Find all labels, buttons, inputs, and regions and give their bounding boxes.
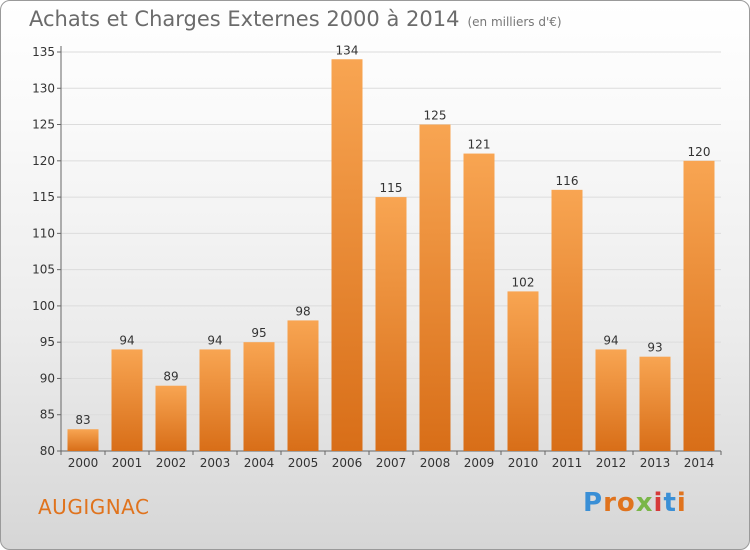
bar-2007 <box>375 197 407 451</box>
x-tick-label: 2008 <box>420 456 451 470</box>
bar-value-label: 89 <box>163 370 178 384</box>
logo-letter: i <box>676 488 687 518</box>
x-tick-label: 2001 <box>112 456 143 470</box>
bar-value-label: 93 <box>647 341 662 355</box>
bar-value-label: 125 <box>424 109 447 123</box>
bar-value-label: 95 <box>251 326 266 340</box>
bar-value-label: 94 <box>119 333 134 347</box>
chart-title-text: Achats et Charges Externes 2000 à 2014 <box>29 7 460 31</box>
y-tick-label: 135 <box>32 45 55 59</box>
commune-name: AUGIGNAC <box>38 495 150 519</box>
bar-2001 <box>111 349 143 451</box>
bar-value-label: 115 <box>380 181 403 195</box>
x-tick-label: 2010 <box>508 456 539 470</box>
bar-value-label: 120 <box>688 145 711 159</box>
chart-subtitle: (en milliers d'€) <box>467 15 562 29</box>
bar-2004 <box>243 342 275 451</box>
bar-2009 <box>463 153 495 451</box>
y-tick-label: 110 <box>32 226 55 240</box>
x-tick-label: 2000 <box>68 456 99 470</box>
bar-2011 <box>551 189 583 451</box>
bar-value-label: 121 <box>468 138 491 152</box>
bar-value-label: 116 <box>556 174 579 188</box>
x-tick-label: 2002 <box>156 456 187 470</box>
y-tick-label: 90 <box>40 371 55 385</box>
x-tick-label: 2012 <box>596 456 627 470</box>
y-tick-label: 100 <box>32 299 55 313</box>
x-tick-label: 2007 <box>376 456 407 470</box>
bar-2002 <box>155 385 187 451</box>
logo-letter: r <box>603 488 617 518</box>
y-tick-label: 120 <box>32 154 55 168</box>
x-tick-label: 2004 <box>244 456 275 470</box>
bar-2013 <box>639 356 671 451</box>
logo-letter: o <box>616 488 636 518</box>
y-tick-label: 95 <box>40 335 55 349</box>
bar-value-label: 134 <box>336 43 359 57</box>
bar-value-label: 98 <box>295 304 310 318</box>
logo-letter: P <box>583 488 604 518</box>
logo-letter: x <box>635 488 654 518</box>
bar-2008 <box>419 124 451 451</box>
x-tick-label: 2011 <box>552 456 583 470</box>
bar-value-label: 102 <box>512 275 535 289</box>
y-tick-label: 130 <box>32 81 55 95</box>
label-layer: 83 94 89 94 95 98 134 115 125 121 102 116 94 93 120 <box>75 43 710 427</box>
y-tick-label: 125 <box>32 118 55 132</box>
bar-2003 <box>199 349 231 451</box>
x-tick-label: 2009 <box>464 456 495 470</box>
bar-value-label: 94 <box>603 333 618 347</box>
proxiti-logo: Proxiti <box>583 488 687 518</box>
logo-letter: t <box>663 488 677 518</box>
logo-letter: i <box>653 488 664 518</box>
bar-2005 <box>287 320 319 451</box>
bar-value-label: 94 <box>207 333 222 347</box>
chart-title: Achats et Charges Externes 2000 à 2014 (e… <box>29 7 562 31</box>
bar-2012 <box>595 349 627 451</box>
y-tick-label: 80 <box>40 444 55 458</box>
x-tick-label: 2006 <box>332 456 363 470</box>
x-tick-label: 2005 <box>288 456 319 470</box>
bar-2010 <box>507 291 539 451</box>
bar-2014 <box>683 160 715 451</box>
x-tick-label: 2013 <box>640 456 671 470</box>
y-tick-label: 115 <box>32 190 55 204</box>
bar-layer <box>67 59 715 451</box>
y-tick-label: 105 <box>32 263 55 277</box>
bar-2000 <box>67 429 99 451</box>
x-tick-label: 2014 <box>684 456 715 470</box>
y-tick-label: 85 <box>40 408 55 422</box>
bar-value-label: 83 <box>75 413 90 427</box>
x-tick-label: 2003 <box>200 456 231 470</box>
bar-2006 <box>331 59 363 451</box>
